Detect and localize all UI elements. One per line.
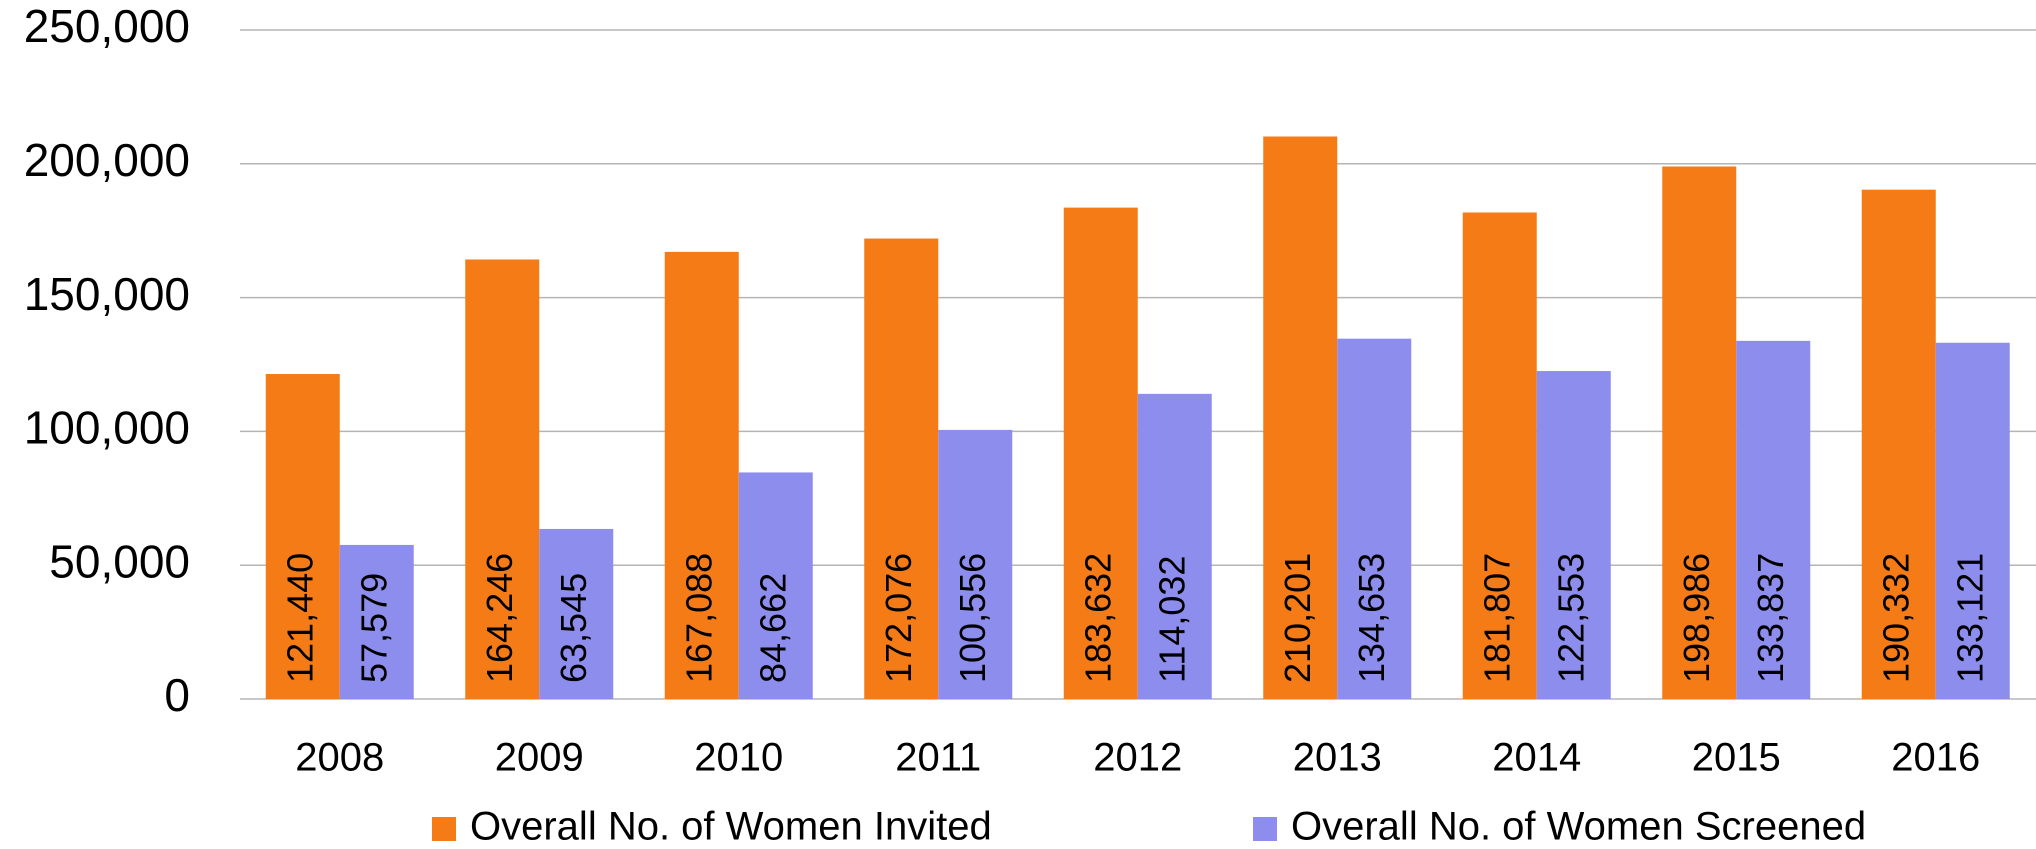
bar	[1137, 393, 1212, 699]
x-tick-label: 2015	[1692, 736, 1781, 780]
bar	[864, 238, 939, 699]
data-label: 164,246	[479, 553, 520, 683]
bar	[1736, 340, 1811, 699]
data-label: 57,579	[353, 573, 394, 683]
data-label: 198,986	[1676, 553, 1717, 683]
legend-label: Overall No. of Women Invited	[470, 805, 992, 849]
legend-swatch	[1253, 817, 1277, 841]
bar	[1861, 189, 1936, 699]
bar	[738, 472, 813, 699]
data-label: 100,556	[952, 553, 993, 683]
y-tick-label: 100,000	[24, 402, 190, 454]
x-tick-label: 2013	[1293, 736, 1382, 780]
data-label: 190,332	[1875, 553, 1916, 683]
x-tick-label: 2014	[1492, 736, 1581, 780]
bar	[539, 528, 614, 699]
x-tick-label: 2010	[694, 736, 783, 780]
bar	[1536, 371, 1611, 699]
data-label: 210,201	[1277, 553, 1318, 683]
bar	[339, 544, 414, 699]
x-tick-label: 2016	[1891, 736, 1980, 780]
bar	[664, 251, 739, 700]
y-tick-label: 0	[164, 669, 190, 721]
bar	[1935, 342, 2010, 699]
bar	[1337, 338, 1412, 699]
data-label: 114,032	[1151, 556, 1192, 683]
bar	[465, 259, 540, 699]
data-label: 172,076	[878, 553, 919, 683]
bar	[1263, 136, 1338, 699]
bar	[265, 374, 340, 699]
legend-label: Overall No. of Women Screened	[1291, 805, 1866, 849]
bar	[1063, 207, 1138, 699]
y-tick-label: 200,000	[24, 134, 190, 186]
data-label: 181,807	[1476, 553, 1517, 683]
legend-swatch	[432, 817, 456, 841]
data-label: 134,653	[1351, 553, 1392, 683]
data-label: 84,662	[752, 573, 793, 683]
data-label: 183,632	[1077, 553, 1118, 683]
bar	[938, 429, 1013, 699]
data-label: 63,545	[553, 573, 594, 683]
y-tick-label: 50,000	[49, 535, 190, 587]
y-tick-label: 150,000	[24, 268, 190, 320]
y-tick-label: 250,000	[24, 0, 190, 52]
data-label: 133,837	[1750, 553, 1791, 683]
x-tick-label: 2009	[495, 736, 584, 780]
x-tick-label: 2008	[295, 736, 384, 780]
data-label: 133,121	[1949, 553, 1990, 683]
data-label: 122,553	[1550, 553, 1591, 683]
bar	[1662, 166, 1737, 700]
data-label: 121,440	[279, 553, 320, 683]
x-tick-label: 2011	[895, 736, 981, 780]
bar	[1462, 212, 1537, 699]
data-label: 167,088	[678, 553, 719, 683]
x-tick-label: 2012	[1093, 736, 1182, 780]
